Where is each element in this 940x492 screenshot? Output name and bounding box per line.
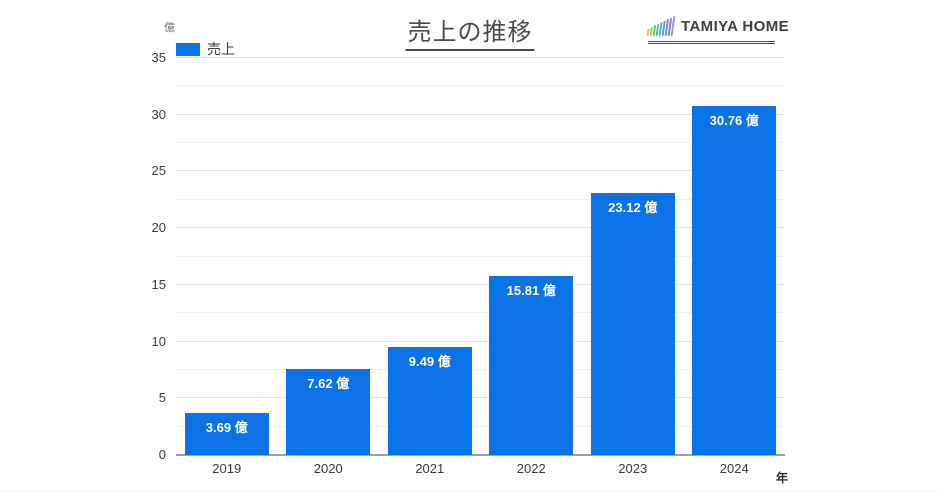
x-axis-unit-label: 年: [775, 471, 788, 485]
bar-value-label-2020: 7.62 億: [307, 375, 350, 391]
bar-value-label-2024: 30.76 億: [709, 113, 759, 129]
bar-value-label-2023: 23.12 億: [608, 199, 658, 215]
x-axis-line: [176, 454, 785, 456]
x-tick-label-2019: 2019: [212, 461, 242, 476]
bar-value-label-2021: 9.49 億: [408, 354, 451, 370]
y-tick-label-5: 5: [158, 390, 166, 406]
gridline-major-5: [176, 397, 785, 399]
gridline-minor-2.5: [176, 425, 785, 427]
gridline-minor-27.5: [176, 142, 785, 144]
y-tick-label-25: 25: [151, 163, 166, 179]
x-tick-label-2024: 2024: [719, 461, 749, 476]
gridline-minor-32.5: [176, 85, 785, 87]
chart-title: 売上の推移: [405, 12, 535, 51]
logo-text: TAMIYA HOME: [681, 17, 790, 35]
chart-bars-icon: [646, 16, 676, 36]
y-tick-label-20: 20: [151, 220, 166, 236]
legend-swatch-sales[interactable]: [176, 42, 200, 56]
gridline-major-10: [176, 340, 785, 342]
y-axis-unit-label: 億: [164, 22, 175, 34]
bar-2022[interactable]: 15.81 億: [489, 275, 574, 455]
gridline-major-35: [176, 57, 785, 58]
gridline-minor-22.5: [176, 198, 785, 200]
plot-area: 3.69 億 7.62 億 9.49 億 15.81 億 23.12 億 30.76 億: [176, 57, 785, 456]
gridline-major-20: [176, 227, 785, 229]
gridline-major-25: [176, 170, 785, 172]
gridline-minor-12.5: [176, 312, 785, 314]
gridline-major-15: [176, 283, 785, 285]
y-tick-label-10: 10: [151, 333, 166, 349]
bar-2020[interactable]: 7.62 億: [286, 368, 371, 455]
bar-2021[interactable]: 9.49 億: [387, 347, 472, 455]
x-tick-label-2021: 2021: [415, 461, 445, 476]
bar-value-label-2022: 15.81 億: [506, 282, 556, 298]
legend-label-sales[interactable]: 売上: [207, 41, 235, 57]
tamiya-home-logo: TAMIYA HOME: [646, 16, 789, 44]
gridline-major-30: [176, 113, 785, 115]
y-tick-label-30: 30: [151, 106, 166, 122]
x-tick-label-2022: 2022: [516, 461, 546, 476]
bar-2019[interactable]: 3.69 億: [184, 413, 269, 455]
bar-2023[interactable]: 23.12 億: [590, 192, 675, 455]
y-tick-label-0: 0: [158, 447, 166, 462]
bar-value-label-2019: 3.69 億: [205, 420, 248, 436]
x-tick-label-2023: 2023: [618, 461, 648, 476]
y-tick-label-35: 35: [151, 50, 166, 65]
bar-2024[interactable]: 30.76 億: [692, 106, 777, 455]
legend: 売上: [176, 39, 235, 59]
x-tick-label-2020: 2020: [313, 461, 343, 476]
gridline-minor-17.5: [176, 255, 785, 257]
gridline-minor-7.5: [176, 368, 785, 370]
y-tick-label-15: 15: [151, 276, 166, 292]
